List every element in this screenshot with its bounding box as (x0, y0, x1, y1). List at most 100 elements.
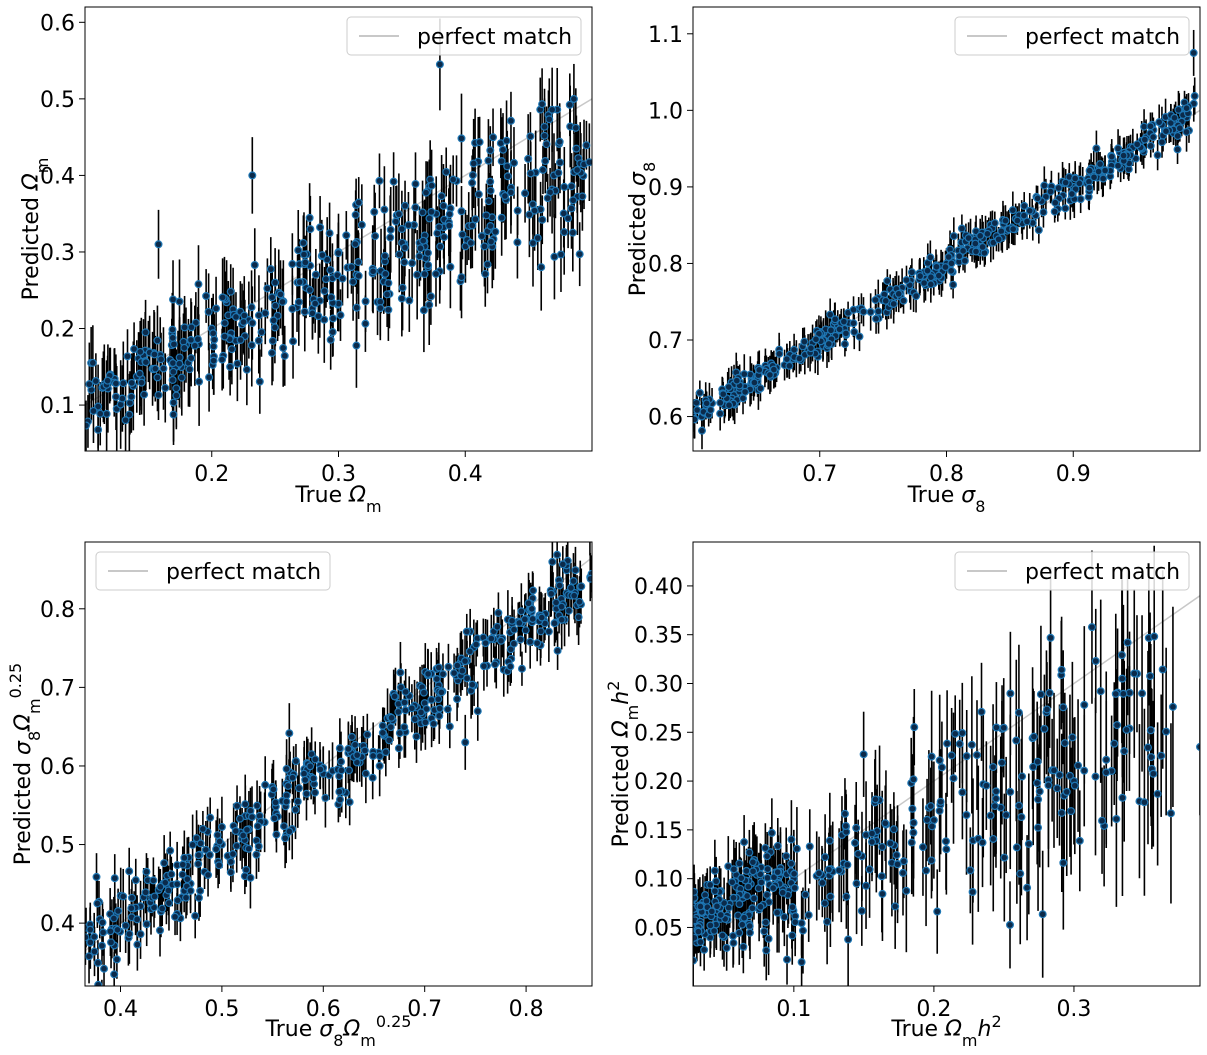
data-point (1189, 48, 1198, 57)
data-point (871, 295, 880, 304)
data-point (791, 918, 800, 927)
data-point (316, 765, 325, 774)
data-point (381, 269, 390, 278)
data-point (400, 258, 409, 267)
data-point (242, 825, 251, 834)
data-point (1102, 755, 1111, 764)
data-point (491, 227, 500, 236)
data-point (458, 666, 467, 675)
data-point (118, 394, 127, 403)
data-point (916, 272, 925, 281)
data-point (299, 250, 308, 259)
data-point (1060, 739, 1069, 748)
data-point (1114, 161, 1123, 170)
data-point (289, 337, 298, 346)
data-point (94, 425, 103, 434)
data-point (811, 335, 820, 344)
data-point (1149, 769, 1158, 778)
data-point (1038, 910, 1047, 919)
data-point (899, 296, 908, 305)
data-point (192, 834, 201, 843)
data-point (497, 157, 506, 166)
data-point (553, 550, 562, 559)
data-point (426, 292, 435, 301)
data-point (239, 317, 248, 326)
data-point (550, 252, 559, 261)
data-point (187, 323, 196, 332)
data-point (375, 752, 384, 761)
y-tick-label: 0.10 (634, 868, 683, 893)
data-point (96, 409, 105, 418)
data-point (790, 869, 799, 878)
data-point (899, 868, 908, 877)
data-point (955, 252, 964, 261)
data-point (557, 602, 566, 611)
data-point (446, 262, 455, 271)
data-point (538, 100, 547, 109)
data-point (226, 362, 235, 371)
data-point (419, 236, 428, 245)
data-point (180, 853, 189, 862)
data-point (513, 206, 522, 215)
data-point (429, 719, 438, 728)
data-point (744, 882, 753, 891)
data-point (453, 661, 462, 670)
data-point (767, 828, 776, 837)
data-point (335, 787, 344, 796)
y-tick-label: 0.05 (634, 916, 683, 941)
data-point (1000, 853, 1009, 862)
data-point (509, 158, 518, 167)
data-point (849, 305, 858, 314)
data-point (1162, 127, 1171, 136)
panel-omega_m_h2: 0.1 0.2 0.3 0.05 0.10 0.15 0.20 0.25 0.30 0.35 0.4… (604, 541, 1201, 1050)
data-point (209, 356, 218, 365)
data-point (737, 874, 746, 883)
data-point (352, 341, 361, 350)
data-point (1009, 225, 1018, 234)
data-point (912, 292, 921, 301)
data-point (841, 821, 850, 830)
data-point (261, 780, 270, 789)
data-point (301, 775, 310, 784)
data-point (305, 286, 314, 295)
data-point (499, 145, 508, 154)
data-point (1146, 141, 1155, 150)
data-point (226, 857, 235, 866)
data-point (582, 141, 591, 150)
data-point (127, 904, 136, 913)
data-point (98, 918, 107, 927)
data-point (574, 613, 583, 622)
data-point (739, 394, 748, 403)
data-point (410, 715, 419, 724)
data-point (369, 267, 378, 276)
data-point (164, 899, 173, 908)
data-point (254, 311, 263, 320)
data-point (1001, 216, 1010, 225)
data-point (989, 834, 998, 843)
data-point (376, 304, 385, 313)
data-point (841, 329, 850, 338)
data-point (131, 876, 140, 885)
data-point (575, 597, 584, 606)
data-point (1096, 687, 1105, 696)
data-point (187, 354, 196, 363)
data-point (835, 866, 844, 875)
data-point (732, 376, 741, 385)
y-tick-label: 0.2 (40, 318, 75, 343)
data-point (1113, 721, 1122, 730)
x-axis-label: True Ωm (294, 483, 381, 516)
data-point (756, 384, 765, 393)
legend-label: perfect match (166, 560, 321, 585)
data-point (306, 225, 315, 234)
data-point (947, 259, 956, 268)
data-point (450, 669, 459, 678)
data-point (569, 94, 578, 103)
data-point (976, 231, 985, 240)
data-point (344, 766, 353, 775)
data-point (922, 866, 931, 875)
data-point (236, 335, 245, 344)
data-point (983, 229, 992, 238)
data-point (1107, 152, 1116, 161)
data-point (795, 354, 804, 363)
data-point (871, 795, 880, 804)
